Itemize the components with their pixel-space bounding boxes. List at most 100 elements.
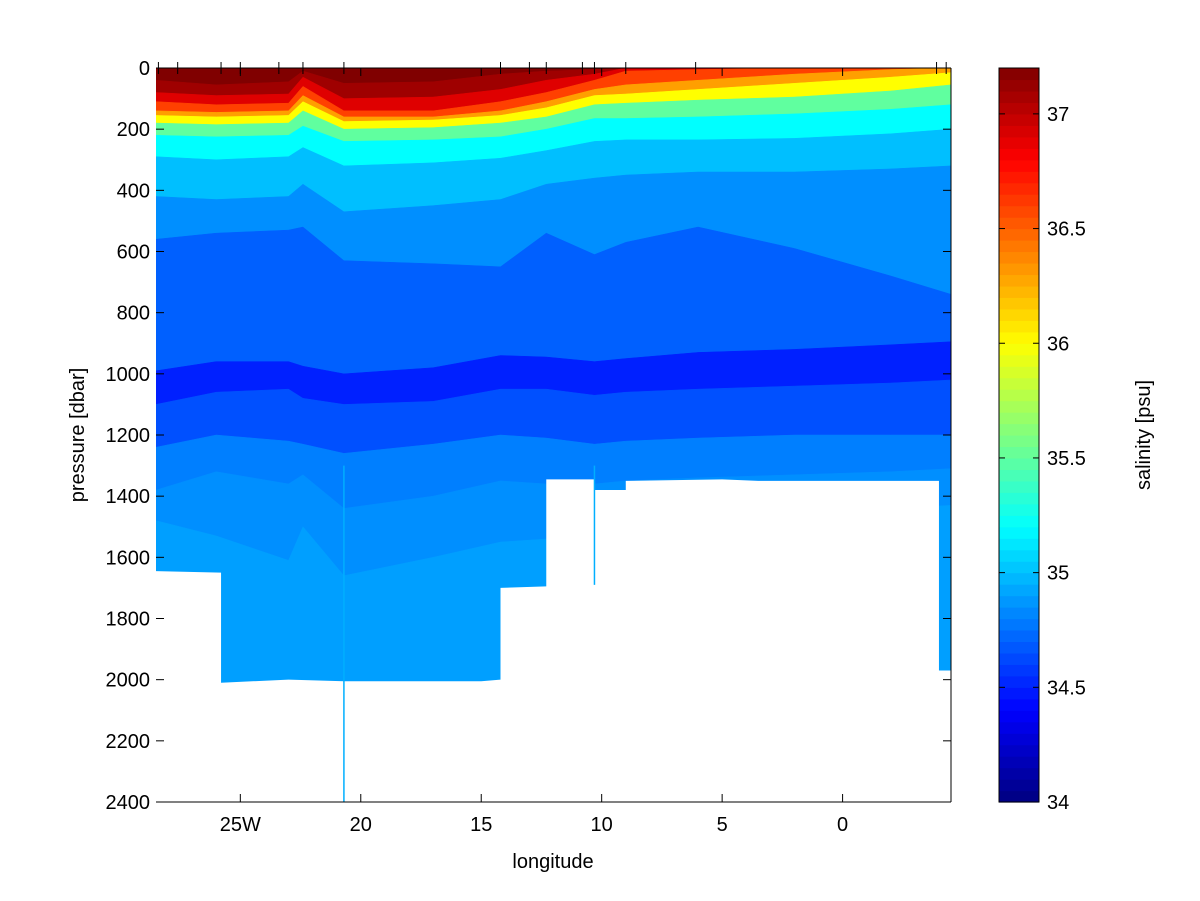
colorbar-step bbox=[999, 607, 1039, 620]
colorbar-step bbox=[999, 503, 1039, 516]
x-tick-label: 10 bbox=[591, 814, 613, 836]
colorbar-step bbox=[999, 526, 1039, 539]
colorbar-step bbox=[999, 240, 1039, 253]
colorbar-step bbox=[999, 675, 1039, 688]
colorbar-step bbox=[999, 320, 1039, 333]
colorbar-step bbox=[999, 457, 1039, 471]
colorbar-step bbox=[999, 629, 1039, 643]
colorbar-step bbox=[999, 285, 1039, 298]
colorbar-step bbox=[999, 251, 1039, 264]
colorbar-step bbox=[999, 343, 1039, 356]
colorbar-step bbox=[999, 274, 1039, 287]
colorbar-step bbox=[999, 561, 1039, 574]
y-tick-label: 1200 bbox=[106, 425, 151, 447]
colorbar-step bbox=[999, 698, 1039, 711]
colorbar-ticks: 34 34.5 35 35.5 36 36.5 37 bbox=[999, 104, 1086, 814]
colorbar-step bbox=[999, 217, 1039, 230]
colorbar-step bbox=[999, 721, 1039, 734]
colorbar-step bbox=[999, 68, 1039, 81]
colorbar-step bbox=[999, 618, 1039, 631]
y-tick-label: 2200 bbox=[106, 731, 151, 753]
y-tick-label: 0 bbox=[139, 58, 150, 80]
x-axis-ticks: 25W 20 15 10 5 0 bbox=[220, 68, 848, 836]
colorbar-step bbox=[999, 412, 1039, 425]
colorbar-step bbox=[999, 480, 1039, 493]
colorbar-step bbox=[999, 710, 1039, 723]
colorbar-step bbox=[999, 159, 1039, 172]
x-tick-label: 15 bbox=[470, 814, 492, 836]
colorbar-step bbox=[999, 423, 1039, 436]
colorbar-step bbox=[999, 354, 1039, 367]
colorbar-label: salinity [psu] bbox=[1133, 380, 1155, 490]
colorbar-step bbox=[999, 756, 1039, 769]
colorbar-tick-label: 35.5 bbox=[1047, 448, 1086, 470]
y-axis-ticks: 0 200 400 600 800 1000 1200 1400 1600 1800 2000 220… bbox=[106, 58, 951, 814]
y-tick-label: 600 bbox=[117, 242, 150, 264]
x-tick-label: 20 bbox=[350, 814, 372, 836]
colorbar-step bbox=[999, 366, 1039, 379]
y-tick-label: 400 bbox=[117, 180, 150, 202]
y-tick-label: 1000 bbox=[106, 364, 151, 386]
colorbar-step bbox=[999, 262, 1039, 276]
colorbar-tick-label: 34.5 bbox=[1047, 677, 1086, 699]
colorbar-step bbox=[999, 148, 1039, 161]
colorbar-step bbox=[999, 90, 1039, 104]
y-tick-label: 2000 bbox=[106, 670, 151, 692]
colorbar-step bbox=[999, 687, 1039, 700]
colorbar-tick-label: 34 bbox=[1047, 792, 1069, 814]
colorbar-step bbox=[999, 538, 1039, 551]
colorbar-step bbox=[999, 515, 1039, 528]
colorbar-step bbox=[999, 435, 1039, 448]
colorbar-step bbox=[999, 136, 1039, 149]
salinity-contour-plot bbox=[156, 68, 951, 802]
colorbar bbox=[998, 67, 1040, 803]
x-tick-label: 25W bbox=[220, 814, 261, 836]
x-tick-label: 5 bbox=[717, 814, 728, 836]
colorbar-step bbox=[999, 377, 1039, 390]
colorbar-step bbox=[999, 584, 1039, 597]
colorbar-step bbox=[999, 171, 1039, 184]
colorbar-step bbox=[999, 125, 1039, 138]
colorbar-step bbox=[999, 446, 1039, 459]
colorbar-step bbox=[999, 790, 1039, 803]
colorbar-tick-label: 35 bbox=[1047, 563, 1069, 585]
colorbar-step bbox=[999, 205, 1039, 218]
colorbar-step bbox=[999, 664, 1039, 677]
colorbar-step bbox=[999, 297, 1039, 310]
x-tick-label: 0 bbox=[837, 814, 848, 836]
colorbar-step bbox=[999, 389, 1039, 402]
colorbar-step bbox=[999, 492, 1039, 505]
y-tick-label: 1600 bbox=[106, 547, 151, 569]
colorbar-step bbox=[999, 469, 1039, 482]
colorbar-step bbox=[999, 113, 1039, 126]
colorbar-step bbox=[999, 331, 1039, 344]
colorbar-step bbox=[999, 194, 1039, 207]
colorbar-step bbox=[999, 572, 1039, 585]
colorbar-step bbox=[999, 400, 1039, 413]
colorbar-step bbox=[999, 595, 1039, 608]
colorbar-step bbox=[999, 549, 1039, 562]
y-axis-label: pressure [dbar] bbox=[67, 368, 89, 503]
colorbar-frame bbox=[998, 67, 1040, 803]
bottom-mask bbox=[156, 479, 951, 802]
colorbar-step bbox=[999, 102, 1039, 115]
y-tick-label: 800 bbox=[117, 303, 150, 325]
colorbar-step bbox=[999, 779, 1039, 792]
colorbar-step bbox=[999, 641, 1039, 654]
colorbar-step bbox=[999, 228, 1039, 241]
colorbar-step bbox=[999, 308, 1039, 321]
colorbar-step bbox=[999, 733, 1039, 746]
x-axis-label: longitude bbox=[512, 851, 593, 873]
colorbar-tick-label: 36 bbox=[1047, 333, 1069, 355]
y-tick-label: 1400 bbox=[106, 486, 151, 508]
colorbar-step bbox=[999, 182, 1039, 195]
y-tick-label: 200 bbox=[117, 119, 150, 141]
colorbar-step bbox=[999, 767, 1039, 780]
colorbar-tick-label: 37 bbox=[1047, 104, 1069, 126]
colorbar-step bbox=[999, 744, 1039, 757]
colorbar-tick-label: 36.5 bbox=[1047, 219, 1086, 241]
y-tick-label: 1800 bbox=[106, 609, 151, 631]
y-tick-label: 2400 bbox=[106, 792, 151, 814]
colorbar-step bbox=[999, 79, 1039, 92]
